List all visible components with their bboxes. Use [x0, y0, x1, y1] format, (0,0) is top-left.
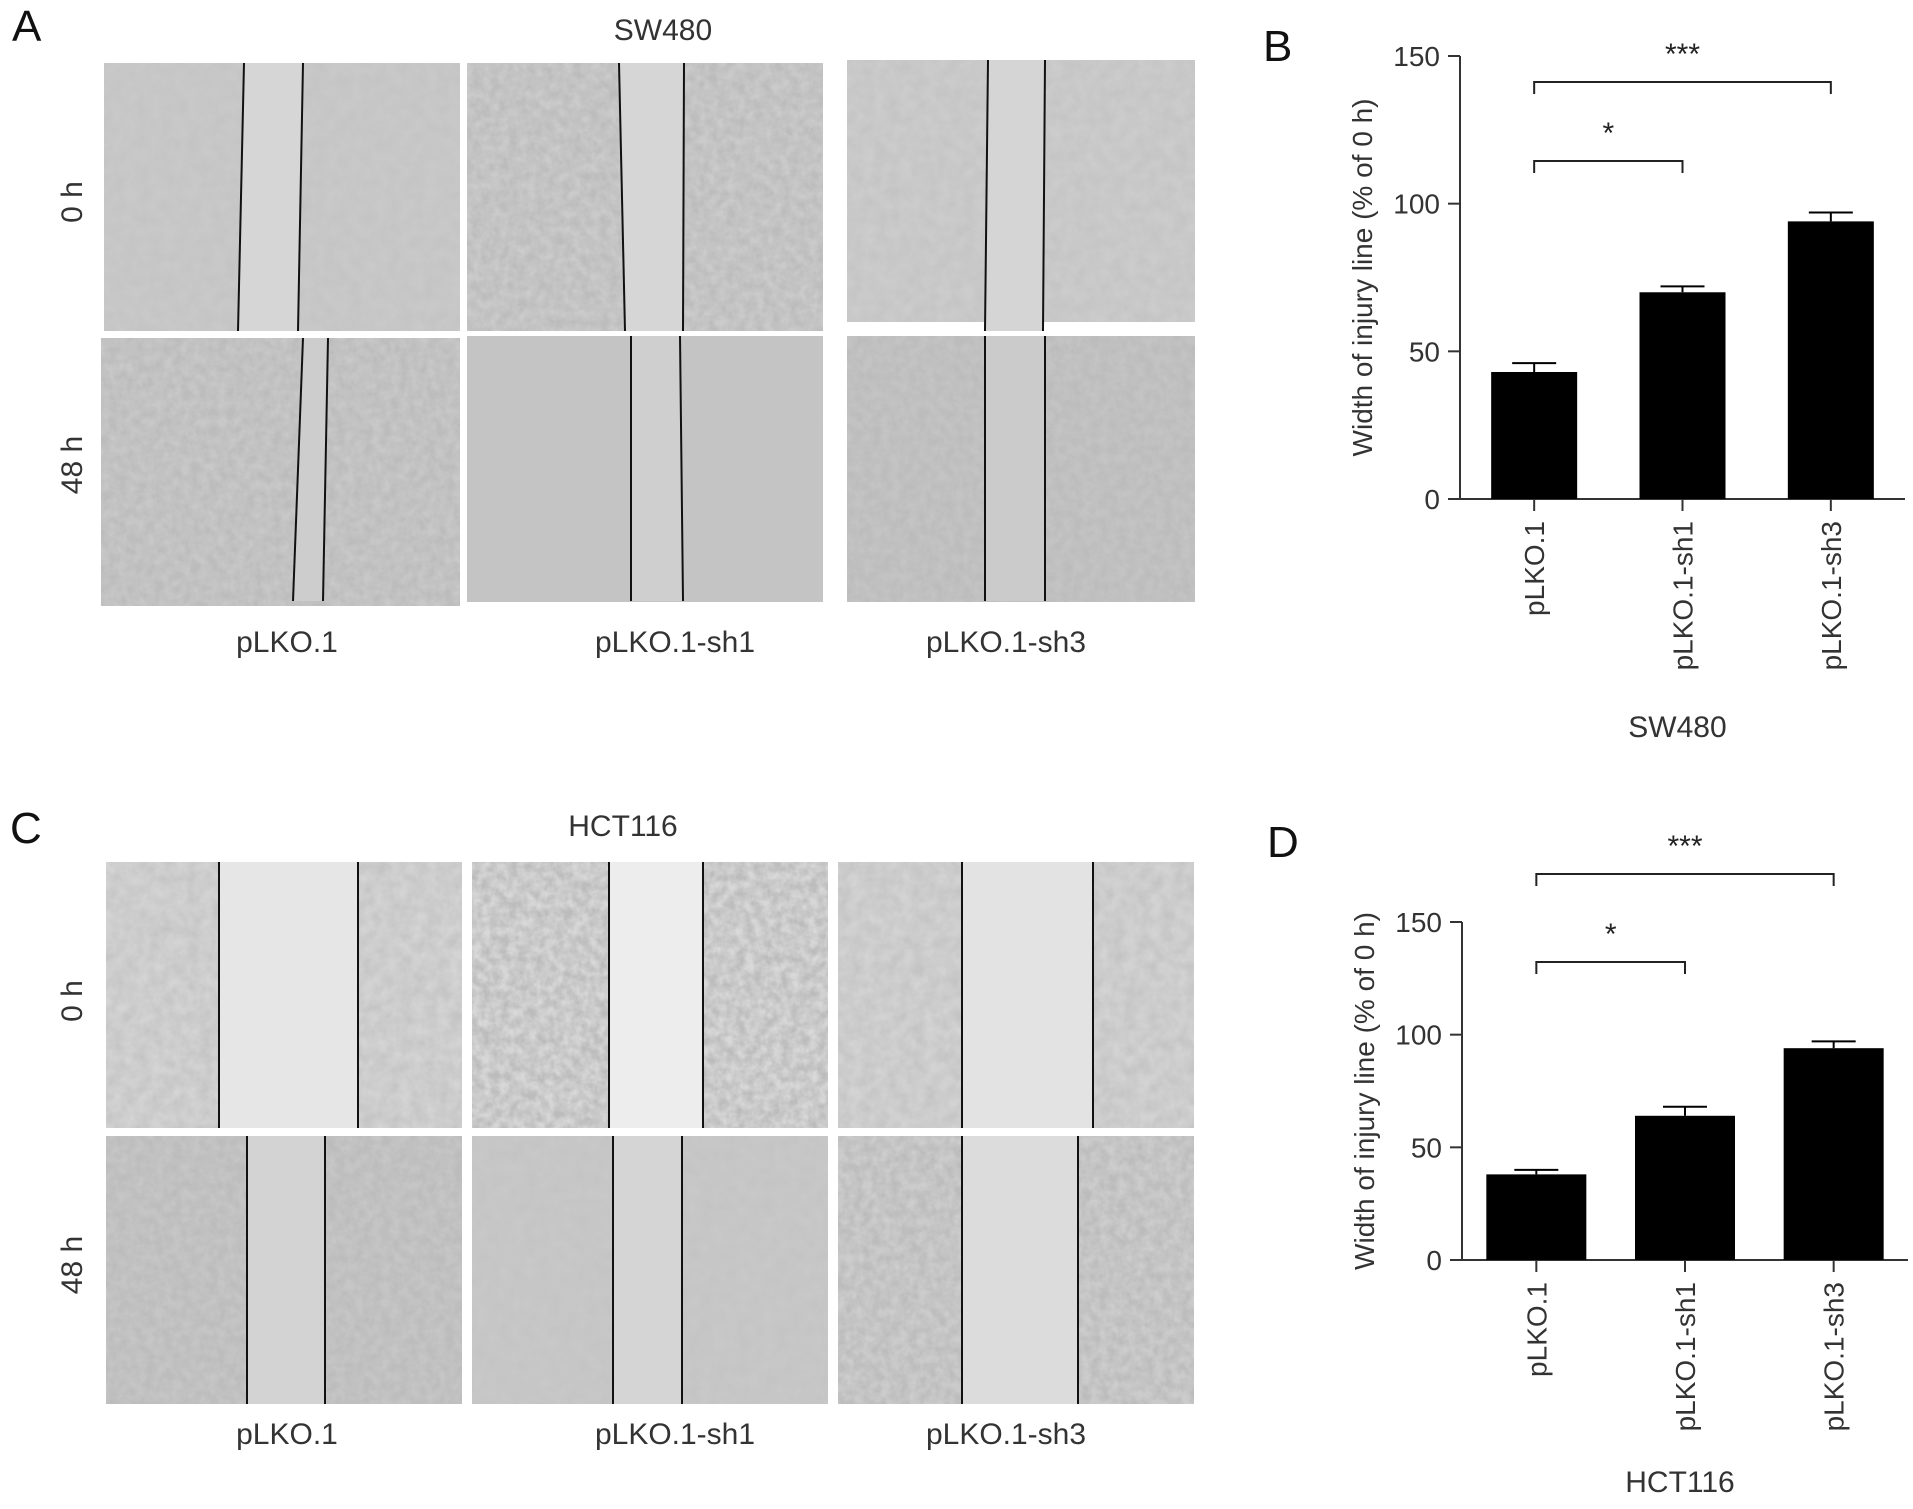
panel-a-col-label-sh3: pLKO.1-sh3 — [925, 626, 1087, 659]
chart-d-category-label-2: pLKO.1-sh3 — [1819, 1282, 1850, 1431]
panel-c-row-label-48h: 48 h — [56, 1235, 89, 1295]
chart-b-sig-label-0: * — [1602, 117, 1614, 150]
panel-c-tile-0h-sh3 — [838, 862, 1194, 1128]
chart-d-ytick-label-3: 150 — [1395, 907, 1442, 938]
chart-b-bar-1 — [1639, 292, 1726, 499]
panel-a-tile-48h-plko1 — [101, 337, 460, 606]
panel-c-col-label-plko1: pLKO.1 — [236, 1418, 338, 1451]
chart-b-bar-2 — [1787, 221, 1874, 500]
chart-d-ytick-label-1: 50 — [1411, 1132, 1442, 1163]
panel-letter-b: B — [1263, 22, 1293, 71]
panel-a-tile-48h-sh1 — [467, 335, 823, 602]
panel-a-tile-48h-sh3 — [847, 336, 1195, 602]
panel-letter-a: A — [12, 2, 42, 51]
panel-a-col-label-sh1: pLKO.1-sh1 — [594, 626, 756, 659]
chart-d-ylabel: Width of injury line (% of 0 h) — [1349, 912, 1380, 1270]
chart-b-xlabel: SW480 — [1628, 711, 1726, 744]
panel-a-tile-0h-sh3 — [847, 59, 1195, 332]
chart-d-sig-label-1: *** — [1667, 830, 1702, 863]
chart-d-sig-bracket-1 — [1535, 873, 1835, 886]
panel-c-col-label-sh1: pLKO.1-sh1 — [594, 1418, 756, 1451]
panel-c-tile-48h-sh1 — [472, 1136, 828, 1404]
chart-d-category-label-1: pLKO.1-sh1 — [1670, 1282, 1701, 1431]
chart-d: 0 50 100 150 Width of injury line (% of 0 h)… — [1349, 830, 1908, 1499]
chart-b-sig-bracket-0 — [1533, 160, 1684, 173]
panel-c-col-label-sh3: pLKO.1-sh3 — [925, 1418, 1087, 1451]
panel-c-title: HCT116 — [568, 810, 678, 843]
chart-d-bar-1 — [1635, 1115, 1735, 1260]
chart-b-ytick-label-3: 150 — [1393, 41, 1440, 72]
chart-d-bar-0 — [1486, 1174, 1587, 1260]
chart-d-sig-bracket-0 — [1535, 961, 1686, 974]
panel-letter-c: C — [10, 804, 42, 853]
chart-d-ytick-label-0: 0 — [1426, 1245, 1442, 1276]
panel-c-tile-48h-plko1 — [106, 1136, 462, 1404]
panel-c-tile-0h-plko1 — [106, 862, 462, 1128]
chart-b-bar-0 — [1491, 372, 1578, 499]
chart-b-ytick-label-0: 0 — [1424, 484, 1440, 515]
chart-b-category-label-0: pLKO.1 — [1519, 521, 1550, 616]
panel-a-tile-0h-sh1 — [467, 62, 823, 332]
chart-b-sig-label-1: *** — [1665, 38, 1700, 71]
chart-b-ytick-label-1: 50 — [1409, 336, 1440, 367]
chart-b-category-label-2: pLKO.1-sh3 — [1816, 521, 1847, 670]
panel-letter-d: D — [1267, 818, 1299, 867]
chart-b-ytick-label-2: 100 — [1393, 189, 1440, 220]
panel-c-tile-48h-sh3 — [838, 1136, 1194, 1404]
chart-b: 0 50 100 150 Width of injury line (% of 0 h)… — [1347, 38, 1905, 744]
chart-d-ytick-label-2: 100 — [1395, 1020, 1442, 1051]
panel-c-row-label-0h: 0 h — [56, 980, 89, 1022]
panel-a-title: SW480 — [613, 14, 713, 47]
panel-a-col-label-plko1: pLKO.1 — [236, 626, 338, 659]
chart-d-xlabel: HCT116 — [1625, 1466, 1734, 1499]
chart-b-ylabel: Width of injury line (% of 0 h) — [1347, 99, 1378, 457]
chart-d-category-label-0: pLKO.1 — [1521, 1282, 1552, 1377]
chart-b-sig-bracket-1 — [1533, 81, 1832, 94]
chart-b-category-label-1: pLKO.1-sh1 — [1668, 521, 1699, 670]
panel-c-tile-0h-sh1 — [472, 862, 828, 1128]
chart-d-sig-label-0: * — [1605, 918, 1617, 951]
panel-a-tile-0h-plko1 — [104, 62, 460, 332]
chart-d-bar-2 — [1783, 1048, 1884, 1260]
